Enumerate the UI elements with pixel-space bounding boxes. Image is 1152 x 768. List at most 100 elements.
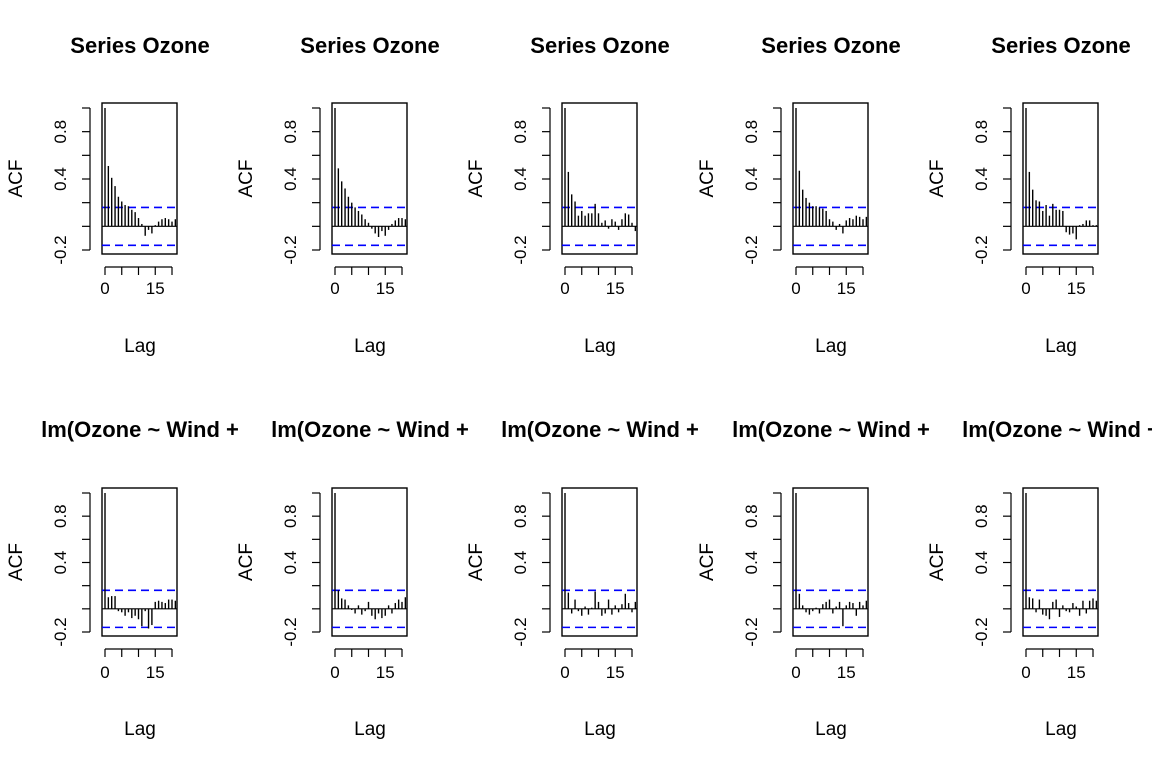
x-tick-label: 15 [837,279,856,298]
x-tick-label: 15 [837,663,856,682]
x-tick-label: 15 [376,663,395,682]
plot-box [101,102,178,255]
y-tick-label: 0.4 [972,167,991,191]
x-tick-label: 15 [1067,663,1086,682]
panel-title: Series Ozone [300,33,439,58]
plot-box [561,102,638,255]
y-tick-label: -0.2 [281,235,300,264]
acf-panel-4: Series Ozone -0.2 0.4 0.8 ACF 0 15 Lag [697,33,901,357]
y-axis-label: ACF [236,160,257,198]
y-tick-label: 0.8 [281,504,300,528]
acf-panel-10: lm(Ozone ~ Wind + -0.2 0.4 0.8 ACF 0 15 Lag [927,417,1152,740]
acf-panel-1: Series Ozone -0.2 0.4 0.8 ACF 0 15 Lag [6,33,210,357]
y-tick-label: 0.4 [281,167,300,191]
y-tick-label: 0.8 [972,120,991,144]
x-axis-label: Lag [124,336,156,357]
plot-box [792,102,869,255]
x-axis-label: Lag [1045,336,1077,357]
x-tick-label: 0 [330,663,339,682]
y-tick-label: -0.2 [972,235,991,264]
acf-panel-5: Series Ozone -0.2 0.4 0.8 ACF 0 15 Lag [927,33,1131,357]
plot-box [1022,487,1099,637]
y-tick-label: -0.2 [742,617,761,646]
y-tick-label: -0.2 [51,235,70,264]
acf-panel-8: lm(Ozone ~ Wind + -0.2 0.4 0.8 ACF 0 15 Lag [466,417,699,740]
panel-title: lm(Ozone ~ Wind + [962,417,1152,442]
x-tick-label: 15 [606,279,625,298]
acf-panel-9: lm(Ozone ~ Wind + -0.2 0.4 0.8 ACF 0 15 Lag [697,417,930,740]
acf-panel-6: lm(Ozone ~ Wind + -0.2 0.4 0.8 ACF 0 15 Lag [6,417,239,740]
x-tick-label: 0 [100,663,109,682]
panel-title: lm(Ozone ~ Wind + [271,417,469,442]
panel-title: lm(Ozone ~ Wind + [732,417,930,442]
x-axis-label: Lag [815,719,847,740]
y-tick-label: 0.4 [51,551,70,575]
y-tick-label: -0.2 [511,235,530,264]
plot-box [331,102,408,255]
y-axis-label: ACF [6,160,27,198]
plot-box [331,487,408,637]
x-axis-label: Lag [1045,719,1077,740]
y-tick-label: 0.8 [511,504,530,528]
y-tick-label: -0.2 [511,617,530,646]
y-tick-label: 0.4 [511,167,530,191]
y-tick-label: 0.8 [742,120,761,144]
x-tick-label: 0 [791,279,800,298]
x-tick-label: 0 [560,279,569,298]
panel-title: Series Ozone [991,33,1130,58]
y-tick-label: 0.4 [511,551,530,575]
y-tick-label: 0.8 [511,120,530,144]
y-tick-label: -0.2 [972,617,991,646]
x-axis-label: Lag [584,719,616,740]
y-tick-label: -0.2 [281,617,300,646]
panel-title: Series Ozone [70,33,209,58]
x-axis-label: Lag [354,719,386,740]
y-axis-label: ACF [6,543,27,581]
x-tick-label: 0 [560,663,569,682]
plot-box [561,487,638,637]
y-tick-label: 0.8 [742,504,761,528]
y-tick-label: -0.2 [742,235,761,264]
y-tick-label: 0.4 [51,167,70,191]
x-tick-label: 15 [606,663,625,682]
x-axis-label: Lag [815,336,847,357]
x-tick-label: 0 [330,279,339,298]
x-tick-label: 15 [146,663,165,682]
plot-box [101,487,178,637]
y-tick-label: -0.2 [51,617,70,646]
y-axis-label: ACF [697,160,718,198]
y-tick-label: 0.4 [972,551,991,575]
y-tick-label: 0.8 [281,120,300,144]
plot-box [1022,102,1099,255]
y-tick-label: 0.8 [51,120,70,144]
panel-title: Series Ozone [530,33,669,58]
y-axis-label: ACF [236,543,257,581]
x-axis-label: Lag [124,719,156,740]
y-axis-label: ACF [466,160,487,198]
acf-panel-3: Series Ozone -0.2 0.4 0.8 ACF 0 15 Lag [466,33,670,357]
y-axis-label: ACF [697,543,718,581]
x-tick-label: 15 [146,279,165,298]
x-axis-label: Lag [354,336,386,357]
y-axis-label: ACF [466,543,487,581]
x-axis-label: Lag [584,336,616,357]
x-tick-label: 15 [1067,279,1086,298]
y-tick-label: 0.8 [972,504,991,528]
y-tick-label: 0.4 [742,551,761,575]
panel-title: Series Ozone [761,33,900,58]
y-axis-label: ACF [927,543,948,581]
y-tick-label: 0.8 [51,504,70,528]
acf-panel-7: lm(Ozone ~ Wind + -0.2 0.4 0.8 ACF 0 15 Lag [236,417,469,740]
x-tick-label: 0 [1021,279,1030,298]
y-axis-label: ACF [927,160,948,198]
y-tick-label: 0.4 [742,167,761,191]
x-tick-label: 15 [376,279,395,298]
panel-title: lm(Ozone ~ Wind + [501,417,699,442]
x-tick-label: 0 [791,663,800,682]
plot-box [792,487,869,637]
x-tick-label: 0 [100,279,109,298]
panel-title: lm(Ozone ~ Wind + [41,417,239,442]
acf-panel-2: Series Ozone -0.2 0.4 0.8 ACF 0 15 Lag [236,33,440,357]
y-tick-label: 0.4 [281,551,300,575]
